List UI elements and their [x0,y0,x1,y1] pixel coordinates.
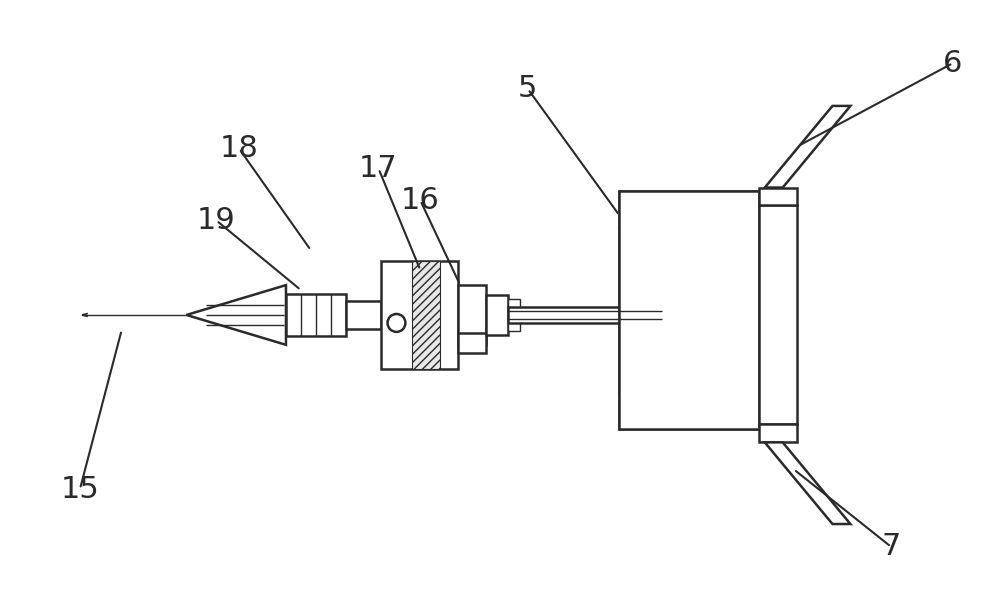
Text: 19: 19 [197,206,236,235]
Bar [759,188,797,205]
Polygon shape [186,285,286,345]
Text: 5: 5 [518,74,538,103]
Bar [508,307,662,323]
Circle shape [388,314,405,332]
Bar [486,295,508,335]
Text: 15: 15 [61,475,99,504]
Text: 18: 18 [220,134,259,163]
Polygon shape [765,106,850,188]
Bar [458,333,486,353]
Bar [619,392,759,429]
Bar [381,261,458,369]
Bar [508,299,520,331]
Bar [458,285,486,345]
Bar [759,424,797,442]
Bar [759,205,797,424]
Bar [346,301,381,329]
Bar [619,228,759,392]
Bar [619,191,759,228]
Bar [412,261,440,369]
Bar [286,294,346,336]
Text: 7: 7 [882,533,901,561]
Text: 16: 16 [401,186,440,215]
Text: 6: 6 [943,49,963,77]
Polygon shape [765,442,850,524]
Bar [619,191,759,429]
Text: 17: 17 [359,154,398,183]
